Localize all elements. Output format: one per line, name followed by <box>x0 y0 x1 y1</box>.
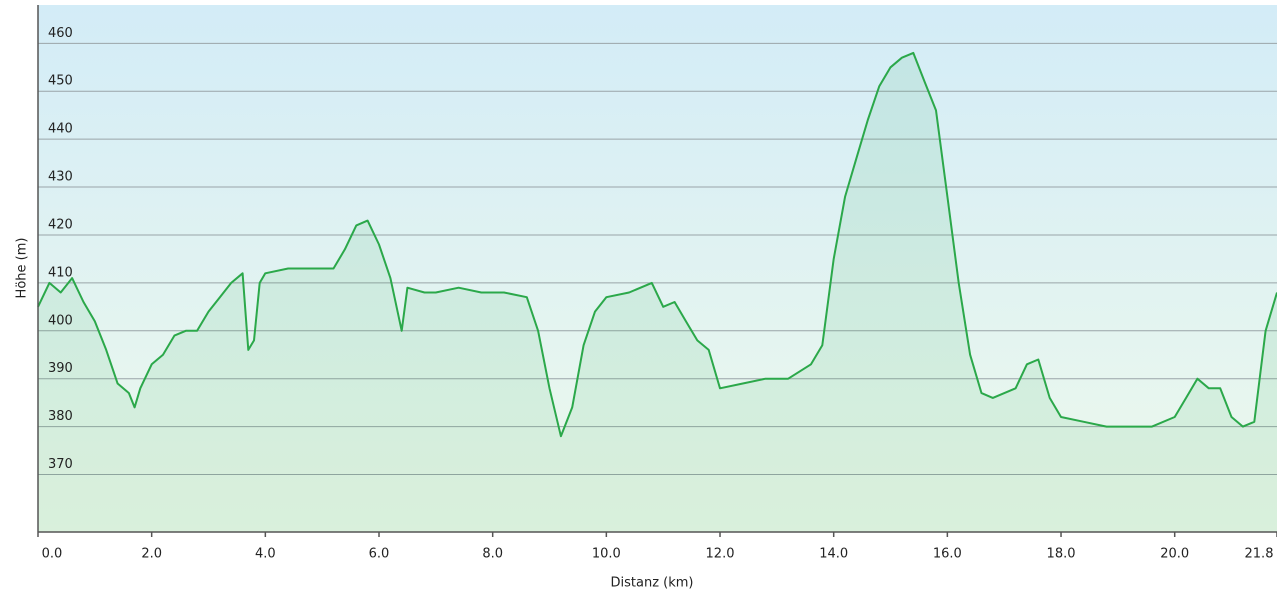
plot-background <box>38 5 1277 532</box>
y-tick-label: 390 <box>48 361 73 376</box>
y-tick-label: 440 <box>48 122 73 137</box>
x-tick-label: 14.0 <box>819 547 848 562</box>
y-tick-label: 410 <box>48 265 73 280</box>
y-tick-label: 370 <box>48 457 73 472</box>
x-tick-label: 8.0 <box>482 547 503 562</box>
grid <box>38 42 1277 476</box>
y-axis-title: Höhe (m) <box>15 238 30 299</box>
x-tick-label: 6.0 <box>369 547 390 562</box>
x-tick-label: 0.0 <box>42 547 63 562</box>
x-tick-label: 21.8 <box>1245 547 1274 562</box>
x-tick-label: 20.0 <box>1160 547 1189 562</box>
x-tick-label: 10.0 <box>592 547 621 562</box>
x-tick-label: 16.0 <box>933 547 962 562</box>
y-tick-label: 460 <box>48 26 73 41</box>
x-tick-label: 18.0 <box>1047 547 1076 562</box>
y-tick-label: 380 <box>48 409 73 424</box>
series <box>37 51 1277 533</box>
x-tick-label: 12.0 <box>706 547 735 562</box>
labels: 370 380 390 400 410 420 430 440 450 460 0.0 2.0 4.0 6… <box>37 26 1277 562</box>
y-tick-label: 430 <box>48 170 73 185</box>
y-tick-label: 400 <box>48 313 73 328</box>
x-tick-label: 2.0 <box>141 547 162 562</box>
x-tick-label: 4.0 <box>255 547 276 562</box>
area-fill <box>38 52 1277 533</box>
y-tick-label: 420 <box>48 217 73 232</box>
y-tick-label: 450 <box>48 74 73 89</box>
elevation-line <box>37 51 1277 438</box>
x-axis-title: Distanz (km) <box>611 576 694 591</box>
